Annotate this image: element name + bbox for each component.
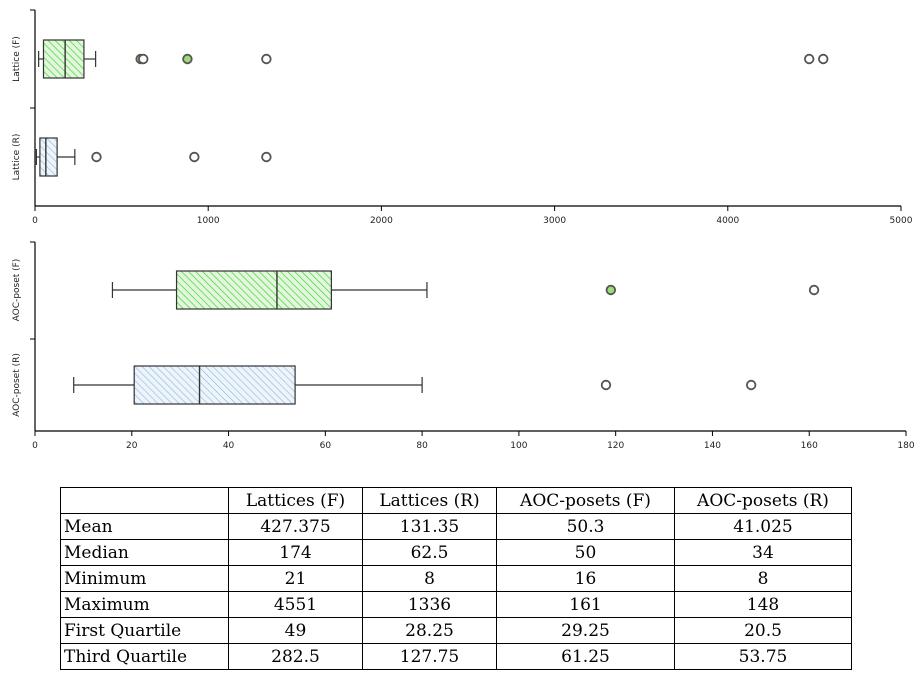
table-header-row: Lattices (F) Lattices (R) AOC-posets (F)… — [60, 487, 852, 514]
x-tick-label: 180 — [897, 441, 914, 451]
aoc-poset-boxplot-chart: 0 20 40 60 80 100 120 140 160 180 AOC-poset (F) AOC… — [12, 241, 915, 451]
table-cell: 4551 — [228, 591, 363, 618]
outlier-point — [808, 284, 820, 296]
row-label: Minimum — [60, 565, 229, 592]
table-cell: 62.5 — [362, 539, 497, 566]
x-tick-label: 80 — [416, 441, 428, 451]
x-tick-label: 4000 — [716, 216, 739, 226]
x-tick-label: 5000 — [890, 216, 913, 226]
column-header-lattices-r: Lattices (R) — [362, 487, 497, 514]
x-tick-label: 60 — [320, 441, 332, 451]
x-tick-label: 160 — [801, 441, 818, 451]
iqr-box — [42, 39, 85, 79]
outlier-point — [261, 53, 272, 65]
lattice-boxplot-chart: 0 1000 2000 3000 4000 5000 Lattice (F) Lattice … — [12, 9, 913, 226]
table-row: Mean 427.375 131.35 50.3 41.025 — [60, 513, 852, 540]
outlier-point — [138, 53, 149, 65]
table-cell: 127.75 — [362, 643, 497, 670]
x-tick-label: 100 — [510, 441, 527, 451]
row-label: Median — [60, 539, 229, 566]
table-cell: 8 — [674, 565, 852, 592]
table-cell: 49 — [228, 617, 363, 644]
outlier-point — [600, 379, 612, 391]
table-row: Third Quartile 282.5 127.75 61.25 53.75 — [60, 643, 852, 670]
x-tick-label: 1000 — [197, 216, 220, 226]
column-header-aoc-posets-f: AOC-posets (F) — [496, 487, 675, 514]
category-label: Lattice (R) — [12, 134, 22, 181]
row-label: Maximum — [60, 591, 229, 618]
x-tick-label: 120 — [607, 441, 624, 451]
table-cell: 61.25 — [496, 643, 675, 670]
table-cell: 50 — [496, 539, 675, 566]
table-cell: 8 — [362, 565, 497, 592]
table-cell: 53.75 — [674, 643, 852, 670]
category-label: AOC-poset (R) — [12, 353, 22, 417]
table-cell: 1336 — [362, 591, 497, 618]
table-cell: 16 — [496, 565, 675, 592]
table-cell: 427.375 — [228, 513, 363, 540]
table-cell: 282.5 — [228, 643, 363, 670]
table-cell: 41.025 — [674, 513, 852, 540]
outlier-point — [804, 53, 815, 65]
x-tick-label: 20 — [126, 441, 138, 451]
outlier-point — [182, 53, 193, 65]
table-cell: 21 — [228, 565, 363, 592]
row-label: First Quartile — [60, 617, 229, 644]
table-cell: 50.3 — [496, 513, 675, 540]
table-cell: 161 — [496, 591, 675, 618]
outlier-point — [745, 379, 757, 391]
iqr-box — [175, 270, 332, 310]
row-label: Mean — [60, 513, 229, 540]
x-tick-label: 0 — [32, 216, 38, 226]
statistics-table: Lattices (F) Lattices (R) AOC-posets (F)… — [60, 487, 852, 670]
table-row: First Quartile 49 28.25 29.25 20.5 — [60, 617, 852, 644]
table-cell: 28.25 — [362, 617, 497, 644]
table-cell: 20.5 — [674, 617, 852, 644]
x-tick-label: 3000 — [543, 216, 566, 226]
outlier-point — [605, 284, 617, 296]
table-row: Median 174 62.5 50 34 — [60, 539, 852, 566]
outlier-point — [818, 53, 829, 65]
x-tick-label: 0 — [32, 441, 38, 451]
x-tick-label: 2000 — [370, 216, 393, 226]
outlier-point — [189, 151, 200, 163]
category-label: AOC-poset (F) — [12, 259, 22, 322]
outlier-point — [91, 151, 102, 163]
column-header-aoc-posets-r: AOC-posets (R) — [674, 487, 852, 514]
table-row: Maximum 4551 1336 161 148 — [60, 591, 852, 618]
table-cell: 29.25 — [496, 617, 675, 644]
table-row: Minimum 21 8 16 8 — [60, 565, 852, 592]
column-header-lattices-f: Lattices (F) — [228, 487, 363, 514]
table-cell: 174 — [228, 539, 363, 566]
outlier-point — [261, 151, 272, 163]
iqr-box — [133, 365, 296, 405]
iqr-box — [39, 137, 58, 177]
row-label: Third Quartile — [60, 643, 229, 670]
table-cell: 148 — [674, 591, 852, 618]
category-label: Lattice (F) — [12, 36, 22, 82]
table-cell: 34 — [674, 539, 852, 566]
table-corner-cell — [60, 487, 229, 514]
x-tick-label: 140 — [704, 441, 721, 451]
table-cell: 131.35 — [362, 513, 497, 540]
x-tick-label: 40 — [223, 441, 235, 451]
